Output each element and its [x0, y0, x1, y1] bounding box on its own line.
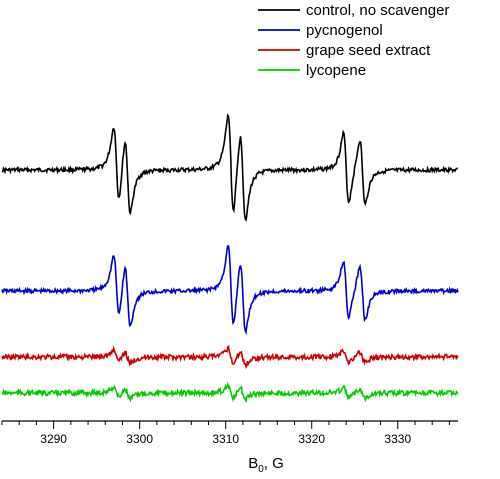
x-tick-label: 3320 [298, 432, 325, 446]
x-tick-label: 3330 [384, 432, 411, 446]
series-line-lycopene [1, 381, 459, 403]
series-line-control-no-scavenger [1, 113, 458, 222]
x-axis-title: B0, G [248, 455, 284, 475]
x-axis-title-unit: , G [264, 455, 284, 472]
x-tick-label: 3300 [126, 432, 153, 446]
x-axis-title-subscript: 0 [258, 464, 264, 475]
legend: control, no scavenger pycnogenol grape see… [258, 2, 449, 79]
legend-label: pycnogenol [306, 22, 383, 39]
series-layer [1, 113, 459, 403]
x-tick-label: 3290 [40, 432, 67, 446]
x-axis-title-main: B [248, 455, 258, 472]
x-tick-label: 3310 [212, 432, 239, 446]
series-line-pycnogenol [1, 245, 459, 336]
legend-label: lycopene [306, 62, 366, 79]
legend-label: grape seed extract [306, 42, 431, 59]
x-axis-ticks: 3290 3300 3310 3320 3330 [1, 421, 450, 446]
series-line-grape-seed-extract [1, 345, 459, 370]
legend-label: control, no scavenger [306, 2, 449, 19]
